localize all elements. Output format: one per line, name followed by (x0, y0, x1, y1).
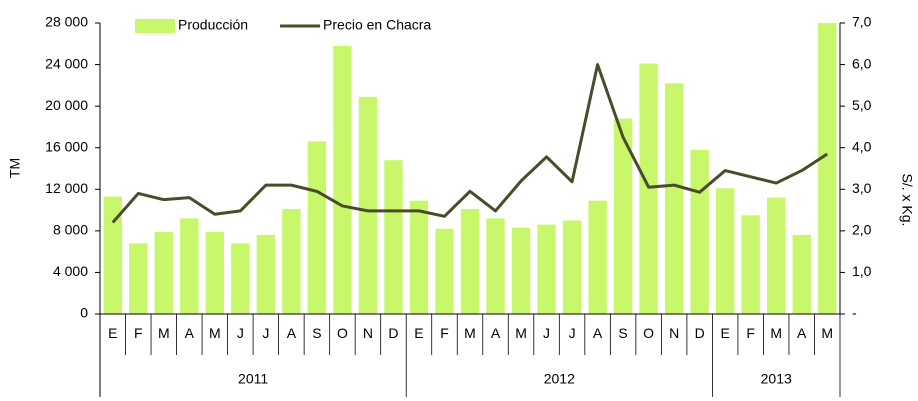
x-tick-label: N (363, 325, 373, 341)
bar (256, 235, 276, 314)
y-tick-label: 12 000 (45, 180, 88, 196)
y2-tick-label: 4,0 (852, 138, 872, 154)
bar (205, 231, 225, 314)
y2-axis-label: S/. x Kg. (899, 174, 915, 227)
x-tick-label: M (464, 325, 476, 341)
y2-tick-label: - (852, 305, 857, 321)
x-tick-label: A (185, 325, 195, 341)
x-tick-label: J (237, 325, 244, 341)
y2-tick-label: 3,0 (852, 180, 872, 196)
x-tick-label: O (337, 325, 348, 341)
bar (282, 209, 301, 314)
bar (537, 224, 556, 314)
bar (511, 227, 531, 314)
x-tick-label: F (134, 325, 143, 341)
y-tick-label: 0 (80, 305, 88, 321)
bar (486, 218, 505, 314)
bar (664, 83, 684, 315)
bar (715, 188, 735, 314)
legend-label: Precio en Chacra (323, 17, 431, 33)
y-axis-label: TM (7, 158, 23, 178)
x-tick-label: J (262, 325, 269, 341)
bar (180, 218, 199, 314)
y-tick-label: 16 000 (45, 138, 88, 154)
bar (129, 243, 148, 314)
x-tick-label: O (643, 325, 654, 341)
y2-tick-label: 5,0 (852, 97, 872, 113)
x-tick-label: D (388, 325, 398, 341)
legend-label: Producción (178, 17, 248, 33)
x-tick-label: J (543, 325, 550, 341)
x-tick-label: S (312, 325, 321, 341)
x-tick-label: E (414, 325, 423, 341)
bar (409, 200, 429, 314)
y-tick-label: 28 000 (45, 14, 88, 30)
x-tick-label: J (569, 325, 576, 341)
group-label: 2013 (761, 371, 792, 387)
x-tick-label: E (721, 325, 730, 341)
bar (384, 160, 403, 314)
bar (767, 197, 786, 314)
line (111, 63, 829, 224)
bar (613, 118, 633, 314)
y-tick-label: 20 000 (45, 97, 88, 113)
bar (231, 243, 250, 314)
x-tick-label: E (108, 325, 117, 341)
x-tick-label: F (440, 325, 449, 341)
x-tick-label: M (209, 325, 221, 341)
y-tick-label: 4 000 (53, 263, 88, 279)
bar (588, 200, 607, 314)
x-tick-label: M (821, 325, 833, 341)
x-tick-label: S (618, 325, 627, 341)
bar (460, 209, 480, 314)
bar (741, 215, 760, 314)
bar (358, 96, 378, 315)
bar (792, 235, 811, 314)
y2-tick-label: 6,0 (852, 55, 872, 71)
bar (154, 231, 173, 314)
x-tick-label: N (669, 325, 679, 341)
bar (818, 23, 837, 314)
x-tick-label: A (491, 325, 501, 341)
x-tick-label: F (746, 325, 755, 341)
y-tick-label: 8 000 (53, 222, 88, 238)
bar (639, 63, 658, 315)
y2-tick-label: 7,0 (852, 14, 872, 30)
x-tick-label: M (515, 325, 527, 341)
legend-swatch (135, 19, 175, 33)
y-tick-label: 24 000 (45, 55, 88, 71)
bar (435, 228, 454, 314)
x-tick-label: A (797, 325, 807, 341)
x-tick-label: M (770, 325, 782, 341)
x-tick-label: D (695, 325, 705, 341)
bar (103, 196, 122, 314)
bar (307, 141, 327, 314)
x-tick-label: A (593, 325, 603, 341)
bar (333, 45, 352, 314)
bar (562, 220, 582, 314)
y2-tick-label: 1,0 (852, 263, 872, 279)
group-label: 2011 (238, 371, 268, 387)
y2-tick-label: 2,0 (852, 222, 872, 238)
group-label: 2012 (544, 371, 575, 387)
x-tick-label: M (158, 325, 170, 341)
x-tick-label: A (287, 325, 297, 341)
bar (690, 149, 709, 314)
